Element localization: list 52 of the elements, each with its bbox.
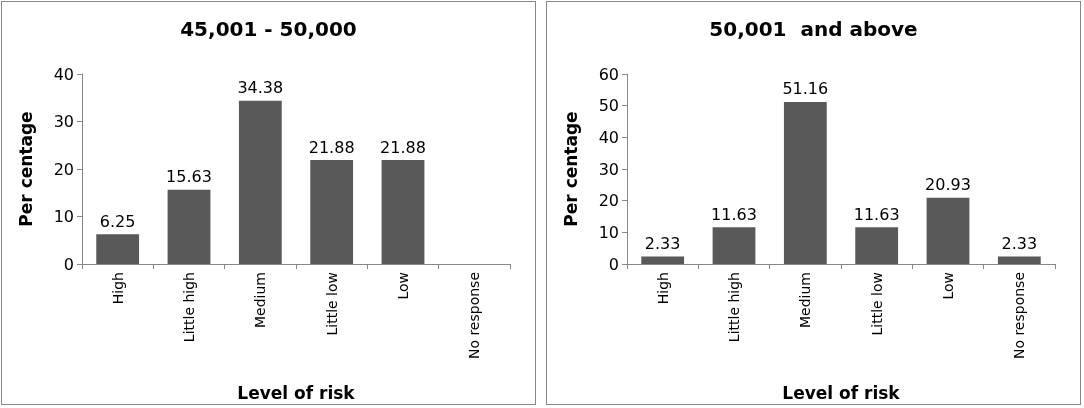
data-label: 2.33 (644, 234, 681, 254)
data-label: 21.88 (380, 137, 426, 157)
data-label: 20.93 (925, 175, 971, 195)
data-label: 34.38 (237, 78, 284, 98)
bar (238, 100, 282, 264)
chart-title: 45,001 - 50,000 (180, 17, 357, 41)
data-label: 51.16 (782, 79, 829, 99)
x-tick-label: Low (395, 272, 411, 300)
data-label: 21.88 (308, 137, 355, 157)
x-tick-label: Medium (797, 272, 814, 328)
data-label: 6.25 (99, 211, 136, 231)
bar (712, 227, 756, 264)
x-axis-title: Level of risk (782, 382, 901, 403)
y-tick-label: 20 (53, 159, 74, 179)
y-tick-label: 0 (608, 254, 619, 274)
x-tick-label: Little high (181, 272, 197, 343)
y-tick-label: 30 (53, 112, 74, 131)
x-tick-label: Little low (323, 272, 340, 336)
bar (381, 160, 425, 264)
data-label: 2.33 (1001, 234, 1038, 254)
bar (96, 234, 140, 264)
y-tick-label: 50 (598, 96, 619, 116)
y-tick-label: 0 (63, 254, 74, 274)
x-tick-label: High (109, 272, 126, 305)
y-tick-label: 10 (598, 222, 619, 242)
bar (926, 197, 970, 264)
y-tick-label: 60 (598, 64, 619, 84)
x-tick-label: Medium (252, 272, 269, 328)
y-axis-title: Per centage (560, 111, 581, 227)
bar (167, 189, 211, 264)
data-label: 11.63 (853, 204, 900, 224)
y-axis-title: Per centage (15, 111, 36, 227)
bar (641, 256, 685, 264)
x-axis-title: Level of risk (237, 382, 356, 403)
bar (310, 160, 354, 264)
bar (855, 227, 899, 264)
data-label: 11.63 (711, 204, 757, 224)
x-tick-label: Little high (726, 272, 742, 343)
bar (997, 256, 1041, 264)
y-tick-label: 40 (598, 127, 619, 147)
bar (783, 101, 827, 264)
x-tick-label: No response (1011, 272, 1028, 360)
y-tick-label: 30 (598, 159, 619, 179)
x-tick-label: No response (466, 272, 483, 360)
y-tick-label: 20 (598, 191, 619, 211)
chart-title: 50,001 and above (709, 17, 918, 41)
data-label: 15.63 (166, 167, 212, 187)
x-tick-label: High (654, 272, 671, 305)
x-tick-label: Little low (868, 272, 885, 336)
y-tick-label: 40 (53, 64, 74, 84)
y-tick-label: 10 (53, 207, 74, 226)
x-tick-label: Low (940, 272, 956, 300)
